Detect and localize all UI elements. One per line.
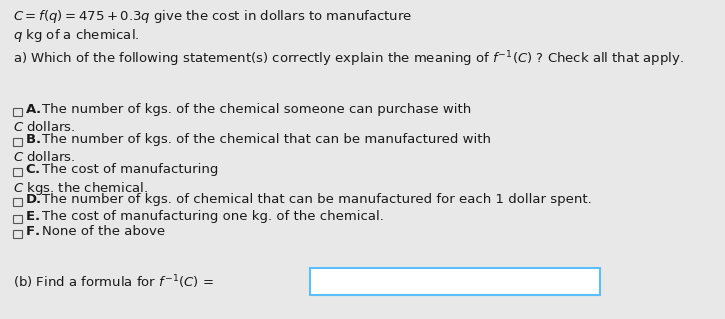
FancyBboxPatch shape xyxy=(13,230,22,238)
Text: The number of kgs. of the chemical that can be manufactured with: The number of kgs. of the chemical that … xyxy=(42,133,491,146)
FancyBboxPatch shape xyxy=(13,197,22,206)
Text: $\mathbf{E.}$: $\mathbf{E.}$ xyxy=(25,210,39,223)
Text: The number of kgs. of the chemical someone can purchase with: The number of kgs. of the chemical someo… xyxy=(42,103,471,116)
Text: $\mathbf{C.}$: $\mathbf{C.}$ xyxy=(25,163,40,176)
Text: (b) Find a formula for $f^{-1}(C)$ =: (b) Find a formula for $f^{-1}(C)$ = xyxy=(13,273,214,291)
Text: The cost of manufacturing one kg. of the chemical.: The cost of manufacturing one kg. of the… xyxy=(42,210,384,223)
Text: $\mathbf{B.}$: $\mathbf{B.}$ xyxy=(25,133,41,146)
Text: $C$ dollars.: $C$ dollars. xyxy=(13,120,75,134)
Text: a) Which of the following statement(s) correctly explain the meaning of $f^{-1}(: a) Which of the following statement(s) c… xyxy=(13,49,684,69)
Text: The number of kgs. of chemical that can be manufactured for each 1 dollar spent.: The number of kgs. of chemical that can … xyxy=(42,193,592,206)
Text: $q$ kg of a chemical.: $q$ kg of a chemical. xyxy=(13,27,139,44)
FancyBboxPatch shape xyxy=(13,167,22,176)
FancyBboxPatch shape xyxy=(13,215,22,223)
Text: None of the above: None of the above xyxy=(42,225,165,238)
Text: The cost of manufacturing: The cost of manufacturing xyxy=(42,163,218,176)
FancyBboxPatch shape xyxy=(13,137,22,146)
Text: $\mathbf{D.}$: $\mathbf{D.}$ xyxy=(25,193,41,206)
Text: $C$ dollars.: $C$ dollars. xyxy=(13,150,75,164)
Text: $C$ kgs. the chemical.: $C$ kgs. the chemical. xyxy=(13,180,148,197)
Text: $C = f(q) = 475 + 0.3q$ give the cost in dollars to manufacture: $C = f(q) = 475 + 0.3q$ give the cost in… xyxy=(13,8,413,25)
Text: $\mathbf{F.}$: $\mathbf{F.}$ xyxy=(25,225,39,238)
FancyBboxPatch shape xyxy=(13,108,22,116)
Text: $\mathbf{A.}$: $\mathbf{A.}$ xyxy=(25,103,41,116)
FancyBboxPatch shape xyxy=(310,268,600,295)
